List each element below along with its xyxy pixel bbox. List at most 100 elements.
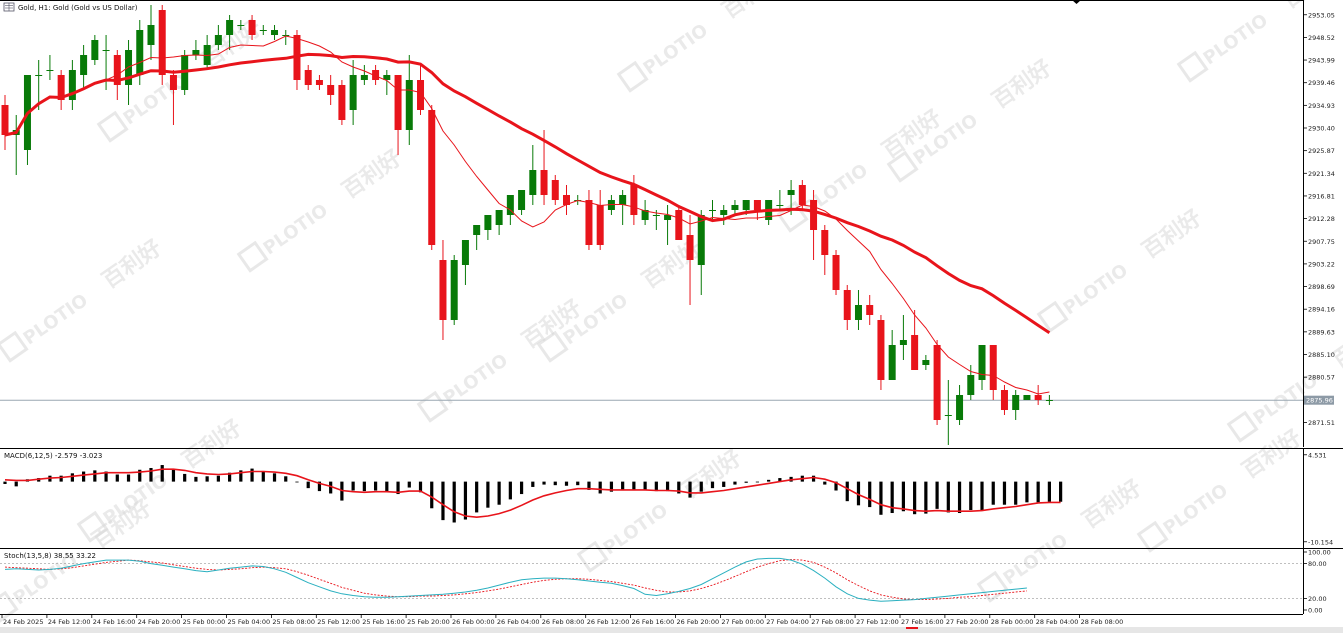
macd-bar [171, 469, 176, 482]
macd-bar [778, 478, 782, 482]
macd-bar [194, 476, 198, 482]
time-tick-label: 25 Feb 00:00 [183, 618, 226, 626]
candle [664, 205, 672, 245]
candle [12, 115, 20, 175]
macd-bar [306, 481, 310, 489]
time-tick-label: 28 Feb 00:00 [991, 618, 1034, 626]
time-axis: 24 Feb 2025 24 Feb 12:00 24 Feb 16:00 24 Fe… [0, 614, 1303, 626]
price-tick-label: 2948.52 [1308, 34, 1335, 42]
macd-axis: 4.531 -10.154 [1303, 451, 1333, 546]
candle [417, 65, 425, 115]
macd-bar [957, 481, 962, 514]
candle [551, 175, 559, 205]
stochastic-tick-label: 20.00 [1308, 595, 1327, 603]
stochastic-main-line [4, 557, 1027, 602]
candle [978, 345, 986, 390]
candle [911, 310, 919, 370]
candle [147, 5, 155, 60]
macd-bar [272, 473, 277, 482]
macd-bar [497, 481, 501, 505]
macd-bar [767, 479, 771, 482]
candle [91, 35, 99, 65]
time-tick-label: 26 Feb 08:00 [542, 618, 585, 626]
svg-text:百利好: 百利好 [178, 415, 247, 474]
macd-bar [688, 481, 692, 498]
svg-text:百利好: 百利好 [1328, 315, 1343, 374]
macd-bar [856, 481, 861, 506]
macd-bar [351, 481, 355, 491]
candle [899, 315, 907, 360]
svg-text:百利好: 百利好 [1138, 205, 1207, 264]
shift-marker-icon[interactable] [1072, 0, 1081, 4]
macd-bar [677, 481, 681, 494]
candle [675, 205, 683, 240]
macd-bar [317, 481, 322, 492]
macd-bar [82, 471, 86, 482]
macd-panel[interactable]: 4.531 -10.154 MACD(6,12,5) -2.579 -3.023 [0, 448, 1343, 548]
time-tick-label: 26 Feb 04:00 [497, 618, 540, 626]
macd-bar [564, 481, 569, 486]
macd-bar [239, 470, 243, 482]
candle [158, 5, 166, 85]
macd-bar [913, 481, 917, 515]
candle [349, 60, 357, 125]
macd-bar [1047, 481, 1051, 502]
macd-bar [115, 474, 119, 482]
svg-text:PLOTIO: PLOTIO [1060, 260, 1132, 319]
candle [810, 190, 818, 260]
time-tick-label: 27 Feb 00:00 [721, 618, 764, 626]
time-tick-label: 26 Feb 16:00 [632, 618, 675, 626]
svg-text:PLOTIO: PLOTIO [260, 200, 332, 259]
price-tick-label: 2939.46 [1308, 79, 1335, 87]
time-tick-label: 27 Feb 08:00 [811, 618, 854, 626]
price-tick-label: 2921.34 [1308, 170, 1335, 178]
candle [922, 355, 930, 370]
price-panel[interactable]: 2953.05 2948.52 2943.99 2939.46 2934.93 2930.… [0, 0, 1335, 447]
time-tick-label: 25 Feb 08:00 [272, 618, 315, 626]
candle [394, 75, 402, 155]
candle [944, 380, 952, 445]
moving-average-slow-line [4, 52, 1051, 334]
macd-bar [373, 481, 378, 491]
macd-bar [1036, 481, 1040, 503]
macd-bar [14, 481, 18, 487]
candle [405, 55, 413, 145]
horizontal-scrollbar[interactable] [0, 627, 1343, 633]
macd-bar [396, 481, 400, 495]
macd-bar [452, 481, 456, 523]
candle [765, 200, 773, 225]
macd-bar [1014, 481, 1018, 505]
price-tick-label: 2912.28 [1308, 215, 1335, 223]
candle [192, 40, 200, 60]
macd-bar [542, 481, 546, 485]
candle [821, 225, 829, 275]
stochastic-signal-line [4, 559, 1027, 601]
candle [304, 65, 312, 90]
time-tick-label: 26 Feb 00:00 [452, 618, 495, 626]
macd-bar [385, 481, 389, 492]
candle [214, 25, 222, 50]
candle [720, 205, 728, 225]
macd-bar [710, 481, 715, 489]
svg-text:百利好: 百利好 [718, 0, 787, 24]
price-tick-label: 2907.75 [1308, 238, 1335, 246]
macd-bar [879, 481, 883, 515]
candle [529, 145, 537, 205]
macd-bar [755, 481, 760, 483]
macd-bar [486, 481, 490, 508]
macd-bar [407, 481, 411, 488]
candle [506, 195, 514, 225]
moving-average-fast-line [4, 35, 1050, 395]
candle [372, 65, 380, 85]
time-tick-label: 25 Feb 16:00 [362, 618, 405, 626]
macd-bar [553, 481, 557, 486]
stochastic-panel[interactable]: 100.00 80.00 20.00 0.00 Stoch(13,5,8) 38.55… [0, 548, 1343, 615]
candle [57, 70, 65, 110]
scroll-position-marker[interactable] [906, 627, 918, 629]
candle [697, 210, 705, 295]
time-tick-label: 24 Feb 12:00 [48, 618, 91, 626]
